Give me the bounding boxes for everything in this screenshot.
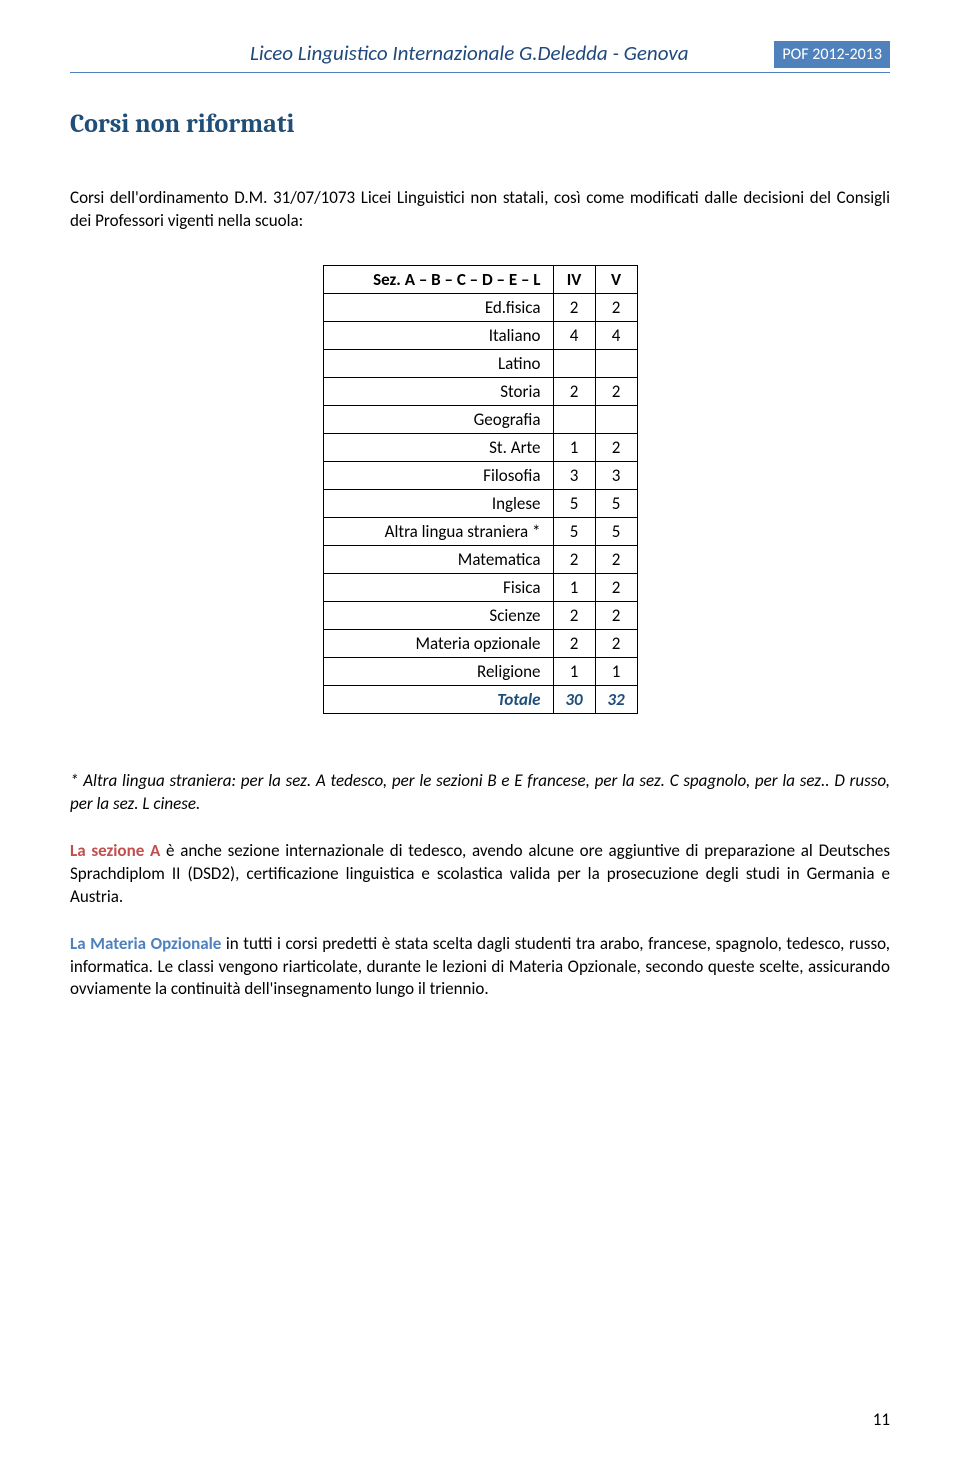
subject-cell: Geografia — [323, 405, 553, 433]
header-divider — [70, 72, 890, 73]
subject-cell: Ed.fisica — [323, 293, 553, 321]
v-cell: 5 — [595, 517, 637, 545]
iv-cell: 2 — [553, 377, 595, 405]
subject-cell: Materia opzionale — [323, 629, 553, 657]
intro-paragraph: Corsi dell'ordinamento D.M. 31/07/1073 L… — [70, 187, 890, 233]
total-v: 32 — [595, 685, 637, 713]
table-row: Italiano44 — [323, 321, 637, 349]
text-sezione-a: è anche sezione internazionale di tedesc… — [70, 840, 890, 907]
table-row: Religione11 — [323, 657, 637, 685]
v-cell: 2 — [595, 629, 637, 657]
table-row: Inglese55 — [323, 489, 637, 517]
v-cell: 2 — [595, 573, 637, 601]
table-row: Matematica22 — [323, 545, 637, 573]
section-title: Corsi non riformati — [70, 109, 890, 139]
paragraph-sezione-a: La sezione A è anche sezione internazion… — [70, 840, 890, 909]
subject-cell: Inglese — [323, 489, 553, 517]
pof-badge: POF 2012-2013 — [774, 41, 890, 68]
v-cell: 2 — [595, 601, 637, 629]
table-row: St. Arte12 — [323, 433, 637, 461]
table-row: Ed.fisica22 — [323, 293, 637, 321]
subject-cell: Matematica — [323, 545, 553, 573]
subject-cell: Religione — [323, 657, 553, 685]
subject-cell: Scienze — [323, 601, 553, 629]
subject-cell: Fisica — [323, 573, 553, 601]
v-cell: 3 — [595, 461, 637, 489]
v-cell — [595, 349, 637, 377]
header-iv: IV — [553, 265, 595, 293]
v-cell: 2 — [595, 293, 637, 321]
table-row: Storia22 — [323, 377, 637, 405]
iv-cell: 2 — [553, 293, 595, 321]
table-row: Filosofia33 — [323, 461, 637, 489]
subject-cell: Storia — [323, 377, 553, 405]
subject-cell: Latino — [323, 349, 553, 377]
lead-sezione-a: La sezione A — [70, 840, 160, 861]
iv-cell: 5 — [553, 517, 595, 545]
total-iv: 30 — [553, 685, 595, 713]
header-v: V — [595, 265, 637, 293]
table-row: Latino — [323, 349, 637, 377]
course-table-container: Sez. A – B – C – D – E – L IV V Ed.fisic… — [70, 265, 890, 714]
v-cell: 1 — [595, 657, 637, 685]
iv-cell: 3 — [553, 461, 595, 489]
v-cell: 2 — [595, 377, 637, 405]
iv-cell — [553, 349, 595, 377]
table-row: Materia opzionale22 — [323, 629, 637, 657]
header-title: Liceo Linguistico Internazionale G.Deled… — [250, 40, 774, 68]
iv-cell: 1 — [553, 657, 595, 685]
iv-cell: 2 — [553, 545, 595, 573]
v-cell — [595, 405, 637, 433]
course-table: Sez. A – B – C – D – E – L IV V Ed.fisic… — [323, 265, 638, 714]
page-header: Liceo Linguistico Internazionale G.Deled… — [70, 40, 890, 68]
table-row: Geografia — [323, 405, 637, 433]
table-total-row: Totale 30 32 — [323, 685, 637, 713]
footnote: * Altra lingua straniera: per la sez. A … — [70, 770, 890, 816]
iv-cell: 5 — [553, 489, 595, 517]
v-cell: 2 — [595, 545, 637, 573]
iv-cell: 4 — [553, 321, 595, 349]
table-row: Altra lingua straniera *55 — [323, 517, 637, 545]
total-label: Totale — [323, 685, 553, 713]
iv-cell: 1 — [553, 433, 595, 461]
header-sez: Sez. A – B – C – D – E – L — [323, 265, 553, 293]
table-row: Fisica12 — [323, 573, 637, 601]
iv-cell: 2 — [553, 601, 595, 629]
v-cell: 4 — [595, 321, 637, 349]
subject-cell: St. Arte — [323, 433, 553, 461]
paragraph-materia-opzionale: La Materia Opzionale in tutti i corsi pr… — [70, 933, 890, 1002]
subject-cell: Altra lingua straniera * — [323, 517, 553, 545]
subject-cell: Filosofia — [323, 461, 553, 489]
table-row: Scienze22 — [323, 601, 637, 629]
page-number: 11 — [873, 1409, 890, 1430]
v-cell: 5 — [595, 489, 637, 517]
iv-cell: 2 — [553, 629, 595, 657]
iv-cell: 1 — [553, 573, 595, 601]
table-header-row: Sez. A – B – C – D – E – L IV V — [323, 265, 637, 293]
subject-cell: Italiano — [323, 321, 553, 349]
v-cell: 2 — [595, 433, 637, 461]
iv-cell — [553, 405, 595, 433]
lead-materia-opzionale: La Materia Opzionale — [70, 933, 221, 954]
